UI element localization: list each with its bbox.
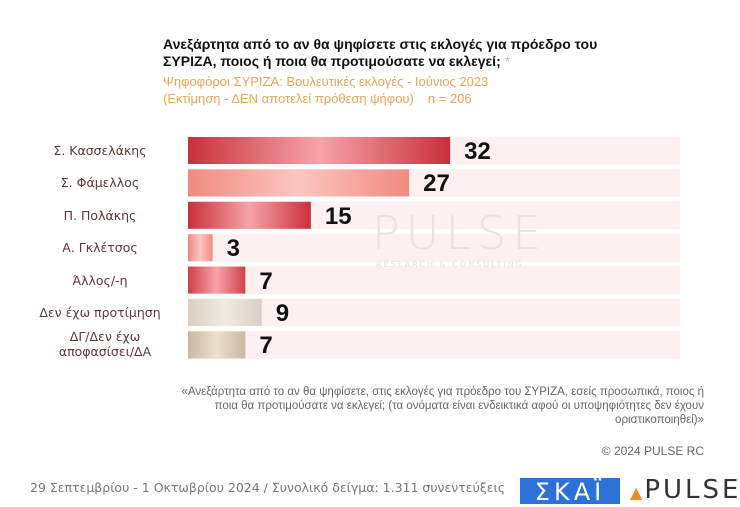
bar: [188, 234, 213, 262]
bars: [188, 137, 451, 359]
value-label: 3: [226, 235, 240, 263]
category-label: ΔΓ/Δεν έχω αποφασίσει/ΔΑ: [58, 329, 152, 360]
bar: [188, 266, 246, 294]
value-label: 7: [259, 267, 273, 295]
pulse-logo-text: PULSE: [644, 475, 740, 505]
question-quote: «Ανεξάρτητα από το αν θα ψηφίσετε, στις …: [181, 386, 704, 426]
bar: [188, 299, 262, 326]
pulse-logo: ▲PULSE: [630, 476, 740, 507]
category-label: Α. Γκλέτσος: [62, 240, 138, 256]
subtitle-estimate-note: (Εκτίμηση - ΔΕΝ αποτελεί πρόθεση ψήφου): [163, 91, 414, 106]
bar-track: [188, 330, 680, 359]
bar: [188, 137, 451, 164]
pulse-watermark: PULSE RESEARCH & CONSULTING: [372, 210, 547, 269]
bar: [188, 201, 311, 229]
category-label: Σ. Κασσελάκης: [53, 143, 147, 158]
value-label: 7: [259, 332, 273, 360]
bar: [188, 169, 410, 197]
watermark-tagline: RESEARCH & CONSULTING: [376, 260, 524, 269]
value-label: 15: [324, 202, 352, 230]
category-label: Π. Πολάκης: [63, 207, 137, 223]
asterisk-icon: *: [504, 53, 511, 69]
title-text: Ανεξάρτητα από το αν θα ψηφίσετε στις εκ…: [163, 36, 598, 69]
category-label: Σ. Φάμελλος: [60, 175, 140, 191]
bar-track: [188, 233, 680, 262]
value-label: 32: [464, 138, 491, 165]
chart-subtitle: Ψηφοφόροι ΣΥΡΙΖΑ: Βουλευτικές εκλογές - …: [163, 73, 623, 107]
flame-icon: ▲: [630, 483, 643, 502]
copyright: © 2024 PULSE RC: [601, 444, 704, 458]
category-label: Δεν έχω προτίμηση: [39, 305, 161, 320]
fieldwork-info: 29 Σεπτεμβρίου - 1 Οκτωβρίου 2024 / Συνο…: [30, 480, 506, 495]
bar: [188, 331, 246, 359]
value-label: 9: [275, 300, 290, 327]
chart-title: Ανεξάρτητα από το αν θα ψηφίσετε στις εκ…: [163, 36, 623, 70]
bar-track: [188, 266, 680, 295]
sample-size: n = 206: [427, 91, 472, 106]
watermark-logo-text: PULSE: [372, 206, 548, 260]
subtitle-line-1: Ψηφοφόροι ΣΥΡΙΖΑ: Βουλευτικές εκλογές - …: [163, 74, 489, 89]
value-label: 27: [423, 170, 450, 198]
bar-track: [188, 298, 680, 327]
skai-logo: ΣΚΑΪ: [520, 478, 620, 506]
subtitle-line-2: (Εκτίμηση - ΔΕΝ αποτελεί πρόθεση ψήφου) n…: [163, 90, 623, 107]
category-label: Άλλος/-η: [72, 272, 128, 288]
